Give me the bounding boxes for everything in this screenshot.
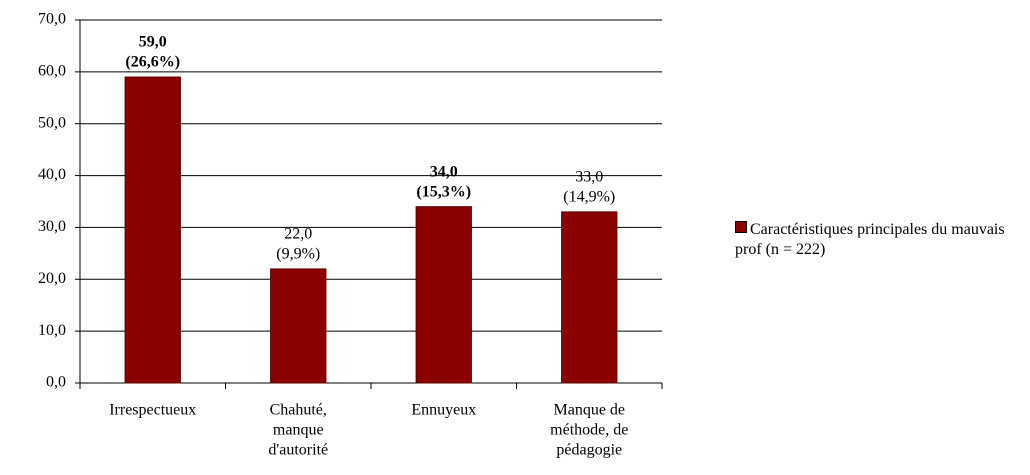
y-tick-label: 40,0 (38, 166, 66, 183)
x-tick-label: d'autorité (268, 442, 328, 459)
legend-swatch (735, 221, 747, 233)
value-label: 33,0 (575, 169, 603, 186)
percent-label: (9,9%) (276, 246, 320, 263)
percent-label: (26,6%) (125, 54, 180, 71)
x-tick-label: Irrespectueux (109, 402, 196, 419)
percent-label: (15,3%) (416, 183, 471, 200)
x-tick-label: pédagogie (556, 442, 622, 459)
x-tick-label: Ennuyeux (411, 402, 476, 419)
y-tick-label: 50,0 (38, 114, 66, 131)
value-label: 34,0 (430, 163, 458, 180)
legend-label: Caractéristiques principales du mauvais … (735, 221, 1005, 258)
y-tick-label: 10,0 (38, 322, 66, 339)
bar (561, 211, 618, 384)
x-tick-label: Manque de (553, 402, 625, 419)
bar (124, 76, 181, 384)
bar (415, 206, 472, 384)
value-label: 59,0 (139, 34, 167, 51)
y-tick-label: 30,0 (38, 218, 66, 235)
legend: Caractéristiques principales du mauvais … (735, 220, 1030, 260)
x-tick-label: méthode, de (550, 422, 628, 439)
x-tick-label: Chahuté, (270, 402, 327, 419)
y-tick-label: 70,0 (38, 11, 66, 28)
percent-label: (14,9%) (563, 189, 615, 206)
value-label: 22,0 (284, 226, 312, 243)
y-tick-label: 20,0 (38, 270, 66, 287)
y-tick-label: 0,0 (46, 374, 66, 391)
x-tick-label: manque (273, 422, 324, 439)
bar (270, 268, 327, 384)
y-tick-label: 60,0 (38, 63, 66, 80)
